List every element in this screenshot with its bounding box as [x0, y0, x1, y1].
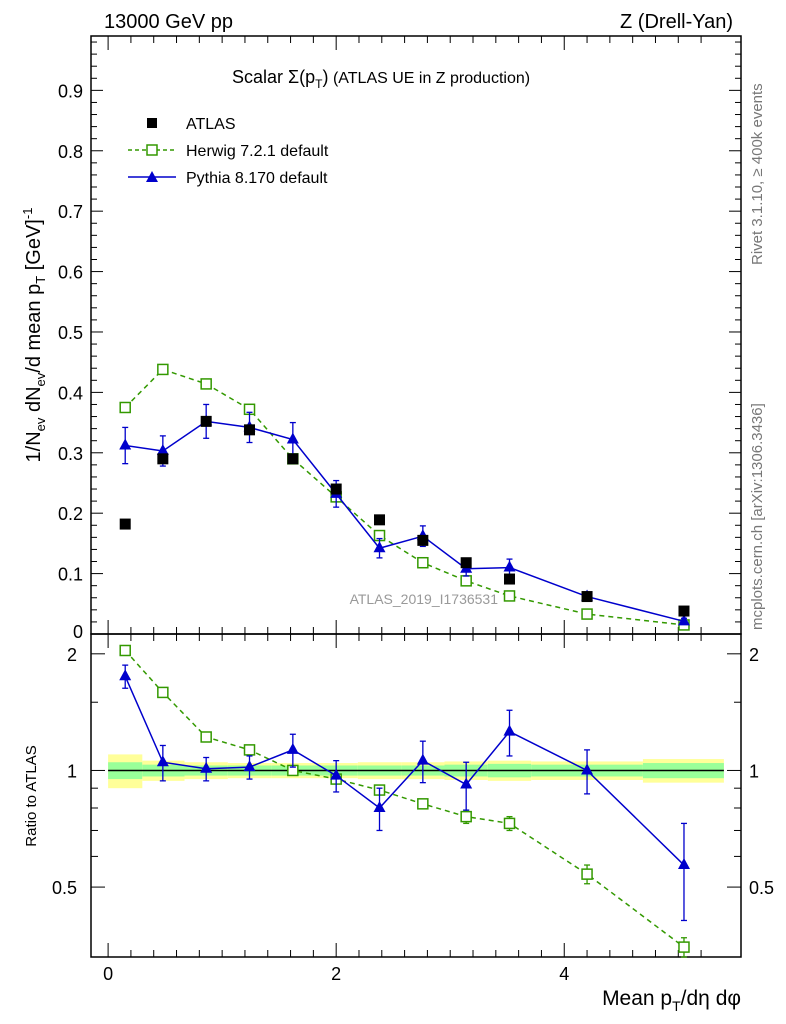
rivet-version-label: Rivet 3.1.10, ≥ 400k events [749, 83, 766, 265]
ratio-pythia-marker [677, 858, 690, 870]
legend-atlas-marker [147, 118, 157, 128]
main-herwig-marker [119, 401, 131, 414]
main-atlas-marker [287, 453, 299, 465]
ratio-herwig-marker [417, 798, 429, 810]
main-herwig-marker [417, 556, 429, 569]
legend-atlas-label: ATLAS [186, 116, 236, 133]
main-herwig-marker [460, 575, 472, 587]
main-atlas-marker [374, 514, 386, 526]
ratio-panel: 0 2 4 0.5 0.5 1 1 2 2 [52, 633, 774, 984]
ratio-y-tick-label: 2 [67, 645, 77, 665]
main-y-tick-label: 0.3 [58, 444, 83, 464]
legend-herwig-label: Herwig 7.2.1 default [186, 143, 329, 160]
ratio-herwig-marker [119, 644, 131, 657]
main-y-tick-label: 0.4 [58, 383, 83, 403]
ratio-pythia-marker [156, 755, 169, 767]
ratio-pythia-marker [330, 768, 343, 780]
ratio-plot-frame [90, 633, 742, 958]
ratio-pythia-marker [373, 800, 386, 812]
main-pythia-line [125, 420, 685, 623]
main-atlas-marker [200, 415, 212, 427]
ratio-pythia-marker [286, 742, 299, 754]
ratio-y-axis-label: Ratio to ATLAS [23, 745, 40, 846]
main-y-tick-label: 0 [73, 622, 83, 642]
ratio-pythia-marker [200, 761, 213, 773]
ratio-pythia-marker [581, 763, 594, 775]
main-atlas-marker [504, 573, 516, 585]
ratio-pythia-marker [503, 724, 516, 736]
main-pythia-marker [286, 432, 299, 444]
mcplots-reference-label: mcplots.cern.ch [arXiv:1306.3436] [749, 403, 766, 630]
ratio-y-tick-label: 1 [67, 761, 77, 781]
ratio-herwig-marker [678, 941, 690, 953]
main-atlas-marker [581, 591, 593, 603]
main-atlas-marker [330, 483, 342, 495]
ratio-herwig-line [124, 649, 685, 948]
collision-energy-label: 13000 GeV pp [104, 11, 233, 33]
ratio-herwig-marker [157, 686, 169, 699]
legend-herwig-marker [146, 144, 158, 156]
main-herwig-marker [157, 363, 169, 376]
main-pythia-marker [119, 438, 132, 450]
ratio-pythia-marker [119, 669, 132, 681]
ratio-herwig-marker [503, 817, 516, 830]
main-herwig-marker [503, 590, 516, 602]
ratio-pythia-line [124, 675, 685, 866]
main-pythia-marker [373, 541, 386, 553]
ratio-pythia-marker [460, 777, 473, 789]
plot-title: Scalar Σ(pT) (ATLAS UE in Z production) [232, 67, 530, 91]
main-atlas-marker [244, 424, 256, 436]
legend-pythia-marker [146, 171, 158, 182]
legend-pythia-label: Pythia 8.170 default [186, 170, 328, 187]
main-y-tick-label: 0.7 [58, 202, 83, 222]
main-herwig-line [124, 368, 685, 626]
ratio-pythia-marker [416, 753, 429, 765]
ratio-herwig-marker [460, 810, 472, 823]
x-tick-label: 2 [331, 964, 341, 984]
main-pythia-marker [677, 614, 690, 626]
main-atlas-marker [460, 557, 472, 569]
process-label: Z (Drell-Yan) [620, 11, 733, 33]
main-pythia-marker [503, 560, 516, 572]
main-herwig-marker [200, 378, 212, 390]
main-atlas-marker [417, 534, 429, 546]
main-y-tick-label: 0.9 [58, 81, 83, 101]
main-y-tick-label: 0.1 [58, 565, 83, 585]
main-atlas-marker [119, 518, 131, 530]
ratio-pythia-marker [243, 760, 256, 772]
main-y-tick-label: 0.5 [58, 323, 83, 343]
main-y-tick-label: 0.6 [58, 263, 83, 283]
main-panel: 0 0.1 0.2 0.3 0.4 0.5 0.6 0.7 0.8 0.9 [58, 35, 742, 642]
ratio-herwig-marker [581, 868, 593, 880]
main-herwig-marker [581, 608, 593, 620]
legend: ATLAS Herwig 7.2.1 default Pythia 8.170 … [128, 116, 329, 187]
main-y-tick-label: 0.8 [58, 142, 83, 162]
ratio-herwig-marker [243, 744, 256, 756]
main-atlas-marker [678, 605, 690, 617]
ratio-y-tick-label-right: 2 [749, 645, 759, 665]
ratio-herwig-marker [200, 731, 212, 743]
ratio-y-tick-label: 0.5 [52, 878, 77, 898]
ratio-y-tick-label-right: 0.5 [749, 878, 774, 898]
main-atlas-marker [157, 453, 169, 465]
main-y-axis-label: 1/Nev dNev/d mean pT [GeV]-1 [20, 208, 48, 463]
x-tick-label: 4 [559, 964, 569, 984]
x-axis-label: Mean pT/dη dφ [602, 987, 741, 1014]
analysis-watermark: ATLAS_2019_I1736531 [350, 591, 499, 607]
x-tick-label: 0 [103, 964, 113, 984]
main-y-tick-label: 0.2 [58, 504, 83, 524]
ratio-y-tick-label-right: 1 [749, 761, 759, 781]
main-pythia-marker [156, 443, 169, 455]
